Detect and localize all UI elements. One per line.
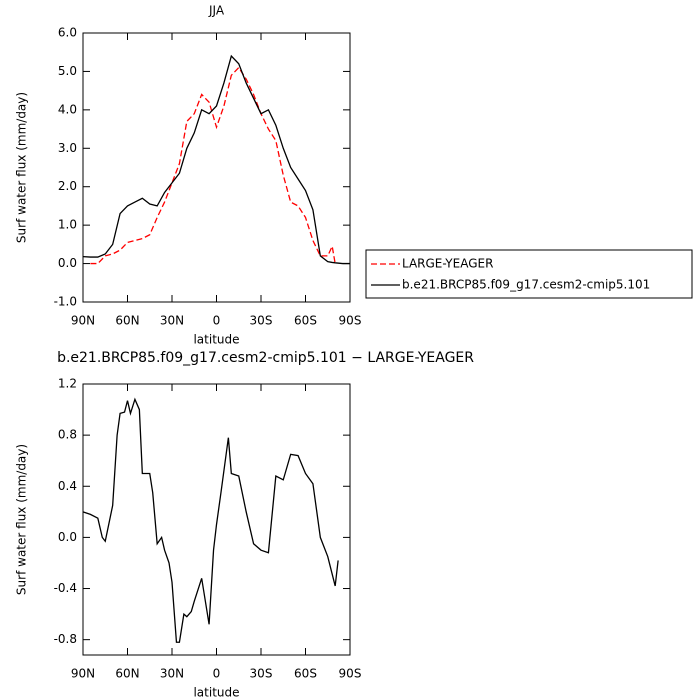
- y-tick-label: 0.0: [58, 256, 77, 270]
- x-axis-label: latitude: [193, 686, 239, 700]
- y-tick-label: 0.0: [58, 530, 77, 544]
- plot-frame: [82, 32, 351, 303]
- y-tick-label: -0.4: [54, 581, 77, 595]
- y-axis-label: Surf water flux (mm/day): [15, 444, 29, 595]
- y-tick-label: -0.8: [54, 632, 77, 646]
- y-tick-label: 0.4: [58, 479, 77, 493]
- x-tick-label: 60N: [115, 314, 139, 328]
- legend-box: [365, 249, 693, 299]
- x-tick-label: 90N: [71, 667, 95, 681]
- y-tick-label: 0.8: [58, 428, 77, 442]
- x-tick-label: 0: [213, 667, 221, 681]
- x-axis-label: latitude: [193, 333, 239, 347]
- legend-label: LARGE-YEAGER: [402, 257, 493, 271]
- x-tick-label: 60N: [115, 667, 139, 681]
- y-tick-label: 3.0: [58, 141, 77, 155]
- x-tick-label: 60S: [294, 667, 317, 681]
- x-tick-label: 60S: [294, 314, 317, 328]
- y-tick-label: 1.0: [58, 218, 77, 232]
- x-tick-label: 90S: [339, 314, 362, 328]
- x-tick-label: 30S: [250, 314, 273, 328]
- x-tick-label: 90N: [71, 314, 95, 328]
- y-tick-label: 1.2: [58, 377, 77, 391]
- y-tick-label: 4.0: [58, 102, 77, 116]
- x-tick-label: 0: [213, 314, 221, 328]
- x-tick-label: 90S: [339, 667, 362, 681]
- y-axis-label: Surf water flux (mm/day): [15, 92, 29, 243]
- chart-title: JJA: [208, 4, 225, 18]
- data-line: [82, 397, 339, 643]
- y-tick-label: 2.0: [58, 179, 77, 193]
- data-line: [90, 66, 336, 265]
- chart-title: b.e21.BRCP85.f09_g17.cesm2-cmip5.101 − L…: [57, 350, 474, 366]
- y-tick-label: 6.0: [58, 26, 77, 40]
- legend-label: b.e21.BRCP85.f09_g17.cesm2-cmip5.101: [402, 278, 650, 292]
- x-tick-label: 30N: [160, 314, 184, 328]
- y-tick-label: 5.0: [58, 64, 77, 78]
- x-tick-label: 30N: [160, 667, 184, 681]
- plot-frame: [82, 383, 351, 656]
- data-line: [82, 54, 350, 265]
- x-tick-label: 30S: [250, 667, 273, 681]
- y-tick-label: -1.0: [54, 295, 77, 309]
